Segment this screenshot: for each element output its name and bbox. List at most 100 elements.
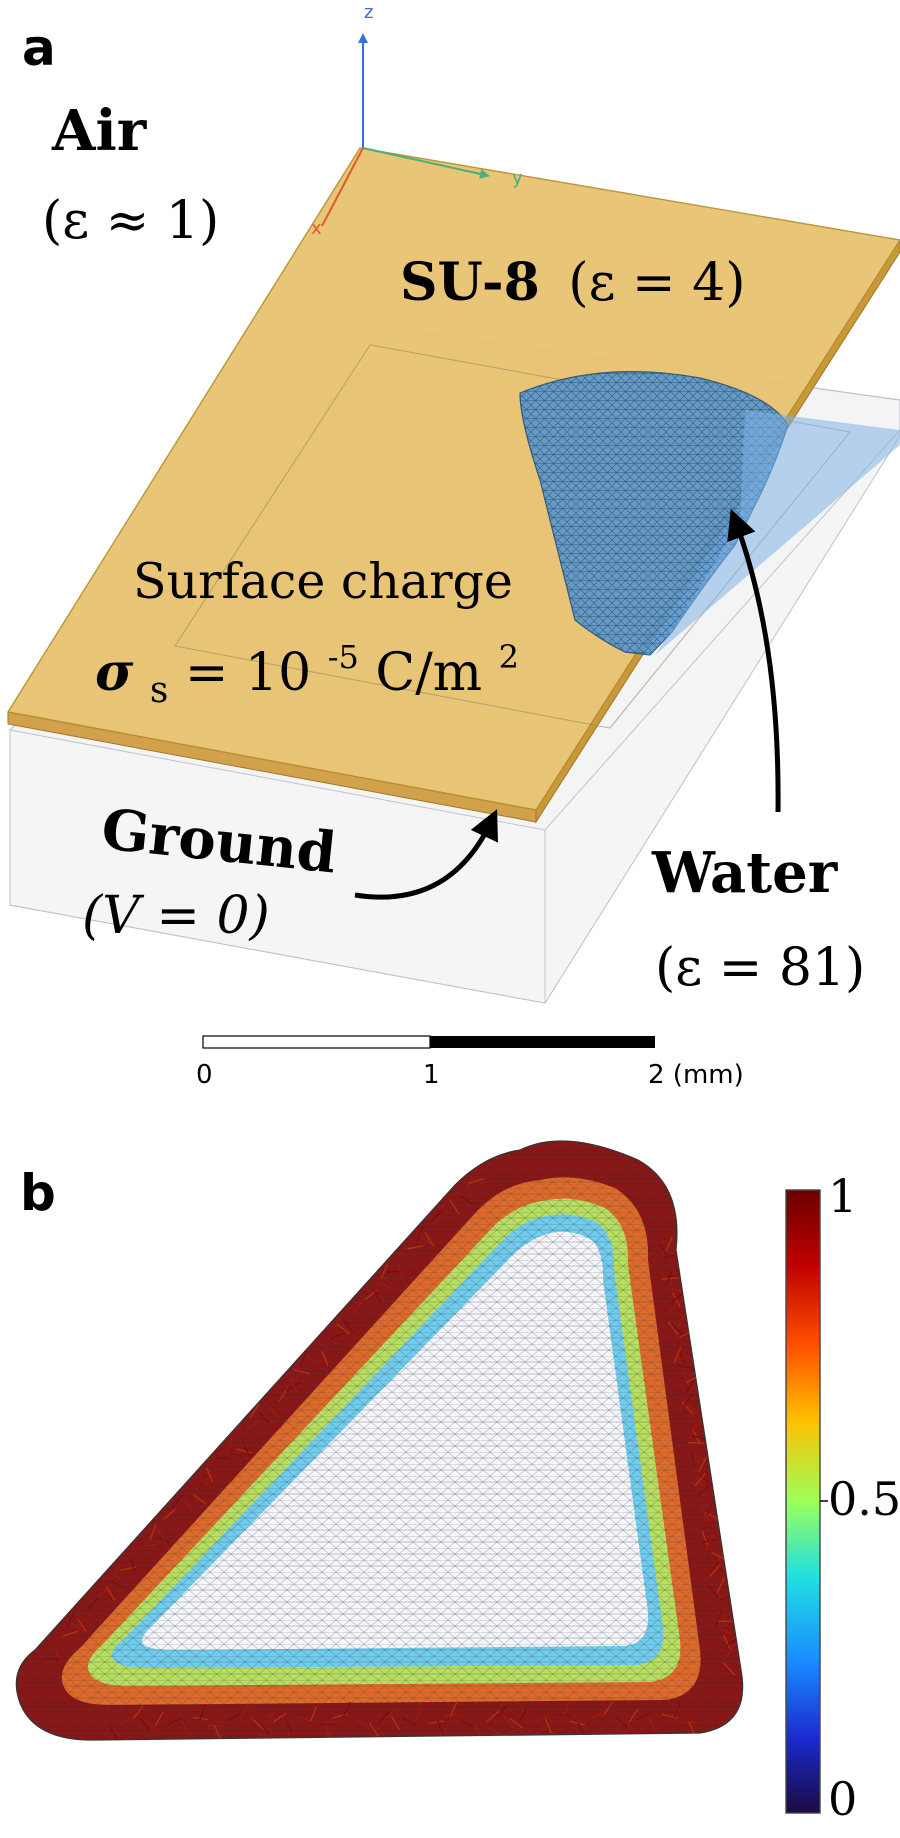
field-arrow [55, 1648, 63, 1664]
field-arrow [241, 1440, 250, 1456]
field-arrow [705, 1534, 714, 1550]
field-arrow [97, 1585, 111, 1598]
field-arrow [438, 1197, 451, 1211]
field-arrow [329, 1332, 345, 1340]
y-axis [362, 147, 490, 179]
field-arrow [509, 1717, 524, 1729]
field-arrow [689, 1423, 697, 1439]
field-arrow [569, 1720, 586, 1726]
field-arrow [710, 1551, 726, 1561]
field-arrow [421, 1236, 436, 1246]
field-arrow [149, 1524, 157, 1540]
field-arrow [722, 1634, 731, 1650]
field-arrow [677, 1364, 694, 1370]
sigma-subscript: s [150, 670, 168, 711]
colorbar-tick-max: 1 [828, 1169, 857, 1223]
field-arrow [110, 1580, 126, 1590]
field-arrow [353, 1299, 365, 1313]
field-arrow [377, 1281, 393, 1290]
field-arrow [395, 1260, 403, 1277]
field-arrow [140, 1543, 158, 1548]
colorbar-tick-min: 0 [828, 1772, 857, 1826]
water-permittivity: (ε = 81) [655, 938, 865, 998]
field-arrows [45, 1176, 741, 1741]
field-arrow [723, 1662, 736, 1676]
field-arrow [673, 1702, 681, 1718]
field-arrow [680, 1401, 693, 1414]
colorbar-gradient [785, 1189, 821, 1814]
field-arrow [62, 1630, 79, 1637]
field-arrow [667, 1301, 679, 1315]
field-arrow [531, 1716, 547, 1723]
field-arrow [676, 1314, 685, 1330]
panel-a: a z y x Air (ε ≈ 1) [6, 2, 900, 1090]
air-permittivity: (ε ≈ 1) [42, 191, 219, 251]
sigma-unit-exponent: 2 [499, 638, 519, 676]
field-arrow [324, 1722, 332, 1739]
ground-voltage: (V = 0) [82, 886, 270, 946]
surface-charge-label: Surface charge [133, 553, 513, 610]
field-arrow [682, 1720, 699, 1724]
water-droplet [519, 371, 900, 656]
field-arrow [201, 1474, 218, 1481]
field-arrow [472, 1723, 482, 1738]
field-arrow [460, 1719, 476, 1728]
field-arrow [468, 1178, 485, 1184]
su8-name: SU-8 [400, 252, 540, 313]
field-arrow [257, 1410, 270, 1424]
field-arrow [708, 1564, 721, 1578]
field-arrow [284, 1717, 293, 1733]
field-arrow [407, 1245, 424, 1250]
field-arrow [708, 1585, 719, 1600]
field-arrow [660, 1268, 668, 1284]
field-arrow [132, 1705, 144, 1720]
field-arrow [321, 1351, 329, 1367]
field-arrow [444, 1713, 461, 1718]
field-arrow [239, 1703, 250, 1718]
field-arrow [172, 1494, 184, 1508]
field-arrow [486, 1710, 500, 1723]
field-arrow [667, 1321, 679, 1335]
field-arrow [450, 1701, 458, 1717]
field-arrow [401, 1717, 417, 1726]
field-arrow [670, 1292, 684, 1304]
field-arrow [368, 1723, 380, 1737]
field-arrow [343, 1319, 355, 1334]
field-arrow [684, 1379, 695, 1394]
field-arrow [145, 1721, 159, 1733]
field-arrow [562, 1701, 571, 1718]
field-arrow [154, 1711, 164, 1726]
field-arrow [245, 1420, 260, 1430]
field-arrow [424, 1231, 434, 1247]
field-arrow [712, 1556, 723, 1571]
field-arrow [698, 1457, 707, 1473]
field-arrow [122, 1713, 137, 1724]
sigma-exponent: -5 [328, 638, 359, 676]
field-arrow [415, 1226, 424, 1242]
field-arrow [683, 1393, 694, 1408]
field-arrow [76, 1618, 88, 1632]
field-arrow [298, 1716, 315, 1723]
field-arrow [384, 1708, 397, 1721]
su8-permittivity: (ε = 4) [568, 253, 745, 313]
field-arrow [167, 1717, 184, 1725]
field-arrow [496, 1704, 508, 1718]
field-arrow [663, 1253, 680, 1259]
field-arrow [694, 1473, 706, 1487]
field-arrow [109, 1725, 118, 1741]
field-arrow [647, 1715, 656, 1731]
field-arrow [70, 1622, 85, 1633]
scale-tick-1: 1 [423, 1060, 440, 1090]
scale-bar-white [202, 1035, 431, 1049]
field-arrow [377, 1711, 390, 1725]
field-arrow [518, 1708, 528, 1723]
field-arrow [661, 1277, 678, 1280]
field-arrow [701, 1530, 709, 1547]
field-arrow [716, 1577, 725, 1593]
field-arrow [464, 1176, 473, 1192]
field-arrow [205, 1723, 222, 1728]
field-arrow [213, 1724, 222, 1740]
sigma-unit: C/m [375, 643, 482, 703]
field-arrow [503, 1714, 514, 1729]
